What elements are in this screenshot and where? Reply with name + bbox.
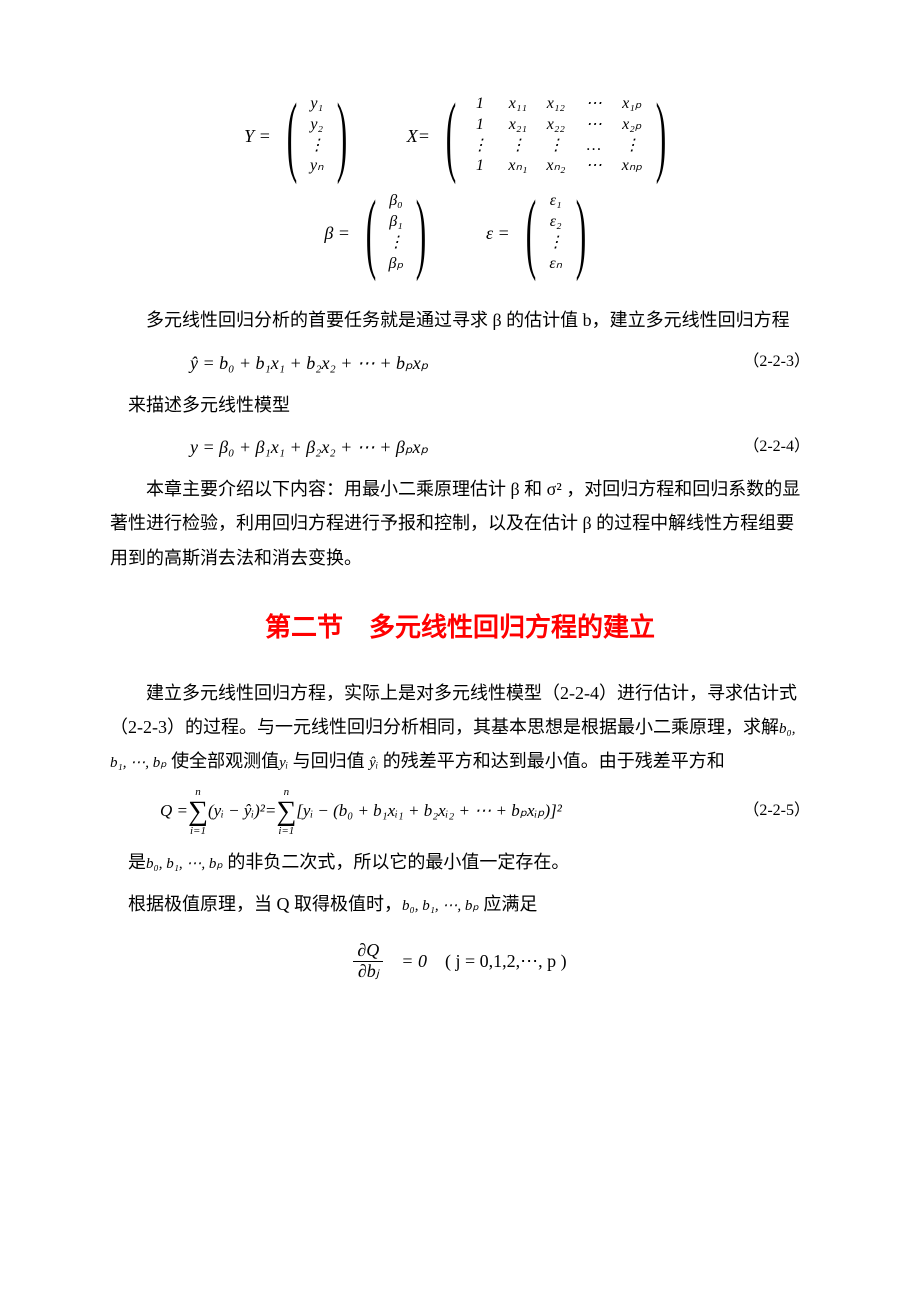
Y-e2: y₂ — [309, 115, 325, 136]
paragraph-6: 根据极值原理，当 Q 取得极值时，b₀, b₁, ⋯, bₚ 应满足 — [128, 887, 810, 921]
eq-2-2-3-formula: ŷ = b₀ + b₁x₁ + b₂x₂ + ⋯ + bₚxₚ — [190, 346, 428, 380]
equation-partial: ∂Q ∂bⱼ = 0 ( j = 0,1,2,⋯, p ) — [110, 941, 810, 982]
Y-e3: ⋮ — [309, 136, 325, 157]
eq-2-2-4-number: （2-2-4） — [703, 432, 810, 462]
equation-2-2-3: ŷ = b₀ + b₁x₁ + b₂x₂ + ⋯ + bₚxₚ （2-2-3） — [110, 346, 810, 380]
matrix-row-1: Y = ( y₁ y₂ ⋮ yₙ ) X= ( 1x₁₁x₁₂⋯x₁ₚ 1x₂₁… — [110, 90, 810, 181]
paragraph-4: 建立多元线性回归方程，实际上是对多元线性模型（2-2-4）进行估计，寻求估计式（… — [110, 676, 810, 779]
equation-2-2-4: y = β₀ + β₁x₁ + β₂x₂ + ⋯ + βₚxₚ （2-2-4） — [110, 430, 810, 464]
sum-1: n ∑ i=1 — [188, 787, 208, 837]
paragraph-1: 多元线性回归分析的首要任务就是通过寻求 β 的估计值 b，建立多元线性回归方程 — [110, 303, 810, 337]
matrix-Y-label: Y = — [244, 119, 271, 153]
paragraph-3: 本章主要介绍以下内容：用最小二乘原理估计 β 和 σ² ，对回归方程和回归系数的… — [110, 472, 810, 575]
paragraph-5: 是b₀, b₁, ⋯, bₚ 的非负二次式，所以它的最小值一定存在。 — [128, 845, 810, 879]
eq-2-2-4-formula: y = β₀ + β₁x₁ + β₂x₂ + ⋯ + βₚxₚ — [190, 430, 428, 464]
matrix-X-label: X= — [407, 119, 430, 153]
matrix-eps: ε = ( ε₁ ε₂ ⋮ εₙ ) — [486, 187, 596, 278]
equation-2-2-5: Q = n ∑ i=1 (yᵢ − ŷᵢ)² = n ∑ i=1 [yᵢ − (… — [110, 787, 810, 837]
matrix-X: X= ( 1x₁₁x₁₂⋯x₁ₚ 1x₂₁x₂₂⋯x₂ₚ ⋮⋮⋮…⋮ 1xₙ₁x… — [407, 90, 676, 181]
matrix-beta-label: β = — [324, 216, 350, 250]
matrix-beta: β = ( β₀ β₁ ⋮ βₚ ) — [324, 187, 436, 278]
section-title: 第二节 多元线性回归方程的建立 — [110, 603, 810, 652]
Y-e1: y₁ — [309, 94, 325, 115]
partial-fraction: ∂Q ∂bⱼ — [353, 941, 383, 982]
sum-2: n ∑ i=1 — [276, 787, 296, 837]
matrix-row-2: β = ( β₀ β₁ ⋮ βₚ ) ε = ( ε₁ ε₂ ⋮ εₙ — [110, 187, 810, 278]
eq-2-2-5-number: （2-2-5） — [703, 796, 810, 826]
eq-2-2-3-number: （2-2-3） — [703, 347, 810, 377]
Y-e4: yₙ — [309, 156, 325, 177]
matrix-Y: Y = ( y₁ y₂ ⋮ yₙ ) — [244, 90, 357, 181]
matrix-eps-label: ε = — [486, 216, 510, 250]
paragraph-2: 来描述多元线性模型 — [128, 388, 810, 422]
matrix-definitions: Y = ( y₁ y₂ ⋮ yₙ ) X= ( 1x₁₁x₁₂⋯x₁ₚ 1x₂₁… — [110, 90, 810, 278]
page: Y = ( y₁ y₂ ⋮ yₙ ) X= ( 1x₁₁x₁₂⋯x₁ₚ 1x₂₁… — [0, 0, 920, 1302]
partial-condition: ( j = 0,1,2,⋯, p ) — [445, 944, 567, 978]
